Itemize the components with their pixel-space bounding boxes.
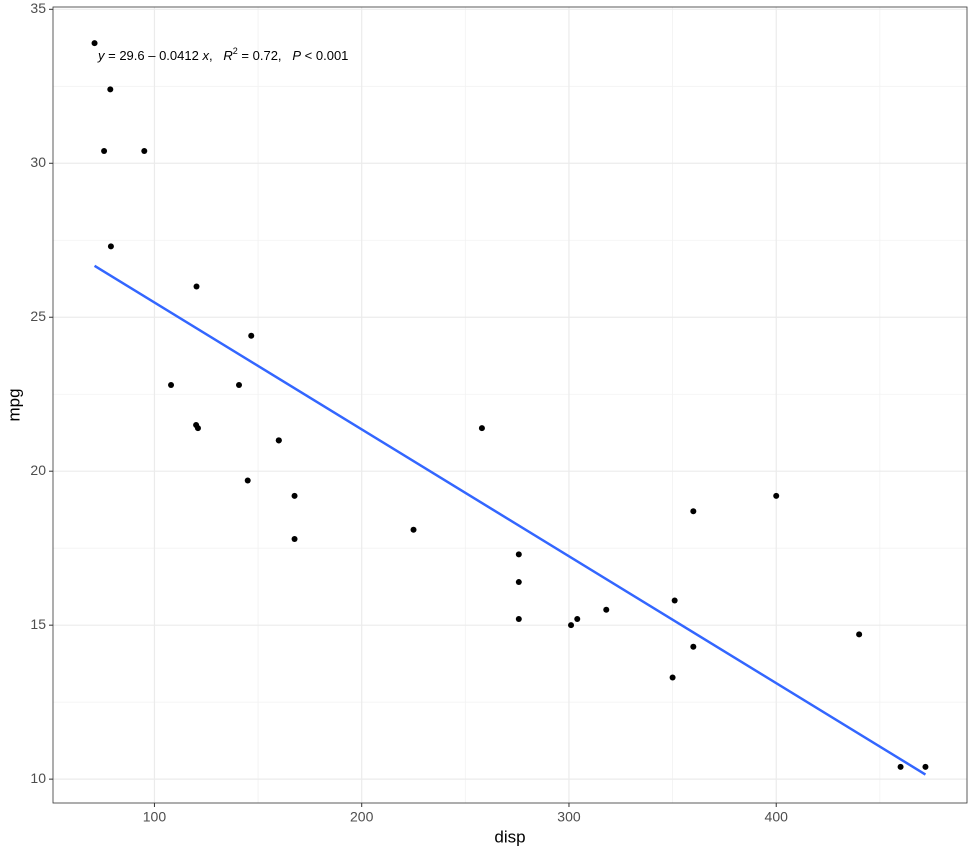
point [856,631,863,638]
point [236,381,243,388]
annotation-part: = 0.72, [238,48,293,63]
point [669,674,676,681]
point [141,147,148,154]
point [168,381,175,388]
point [291,492,298,499]
fit-line [93,264,927,776]
point [690,643,697,650]
annotation-part: R [223,48,232,63]
y-tick-label: 25 [30,308,46,324]
point [515,551,522,558]
point [194,425,201,432]
point [107,86,114,93]
point [568,622,575,629]
annotation-part: x [201,48,209,63]
x-tick-label: 400 [765,809,789,825]
x-tick-label: 100 [143,809,167,825]
annotation-part: y [97,48,106,63]
y-tick-label: 10 [30,770,46,786]
annotation-part: = 29.6 – 0.0412 [105,48,203,63]
annotation-part: P [292,48,301,63]
point [101,147,108,154]
point [244,477,251,484]
point [410,526,417,533]
point [574,616,581,623]
annotation-part: , [209,48,223,63]
y-axis-title: mpg [4,388,23,421]
x-tick-label: 300 [557,809,581,825]
point [897,763,904,770]
annotation-part: 2 [233,46,238,56]
point [291,535,298,542]
annotation: y = 29.6 – 0.0412 x, R2 = 0.72, P < 0.00… [97,46,348,63]
y-tick-label: 15 [30,616,46,632]
point [690,508,697,515]
annotation-part: < 0.001 [301,48,348,63]
point [91,40,98,47]
point [671,597,678,604]
point [275,437,282,444]
point [107,243,114,250]
point [248,332,255,339]
y-tick-label: 20 [30,462,46,478]
point [603,606,610,613]
x-axis-title: disp [494,827,525,846]
y-tick-label: 30 [30,154,46,170]
point [515,616,522,623]
y-tick-label: 35 [30,0,46,16]
x-tick-label: 200 [350,809,374,825]
panel-border [52,6,968,804]
point [922,763,929,770]
point [515,579,522,586]
point [478,425,485,432]
point [773,492,780,499]
point [193,283,200,290]
